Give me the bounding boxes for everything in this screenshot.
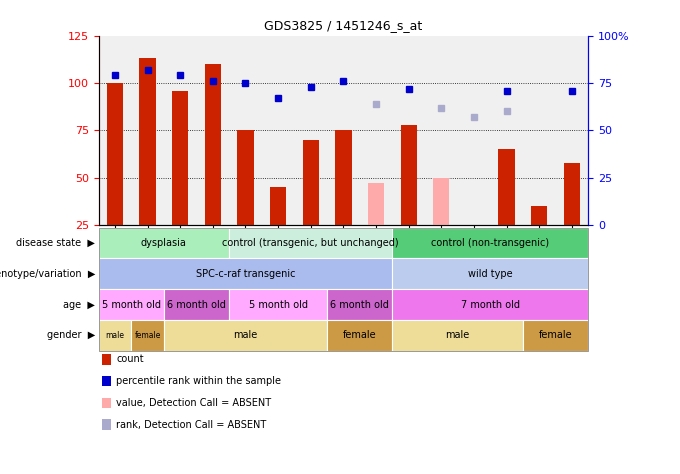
Text: 6 month old: 6 month old [330,300,389,310]
Text: wild type: wild type [468,269,513,279]
Text: control (non-transgenic): control (non-transgenic) [431,238,549,248]
Bar [466,225,482,231]
Text: percentile rank within the sample: percentile rank within the sample [116,376,282,386]
Text: 7 month old: 7 month old [461,300,520,310]
Bar [433,178,449,225]
Bar [368,183,384,225]
Text: dysplasia: dysplasia [141,238,187,248]
Text: male: male [233,330,258,340]
Bar [401,125,417,225]
Text: female: female [539,330,573,340]
Text: value, Detection Call = ABSENT: value, Detection Call = ABSENT [116,398,271,408]
Bar [335,130,352,225]
Bar [172,91,188,225]
Text: disease state  ▶: disease state ▶ [16,238,95,248]
Bar [531,206,547,225]
Bar [205,64,221,225]
Bar [139,58,156,225]
Text: age  ▶: age ▶ [63,300,95,310]
Text: rank, Detection Call = ABSENT: rank, Detection Call = ABSENT [116,419,267,430]
Text: gender  ▶: gender ▶ [47,330,95,340]
Bar [498,149,515,225]
Text: male: male [105,331,124,340]
Text: control (transgenic, but unchanged): control (transgenic, but unchanged) [222,238,399,248]
Text: 5 month old: 5 month old [249,300,307,310]
Bar [270,187,286,225]
Text: SPC-c-raf transgenic: SPC-c-raf transgenic [196,269,295,279]
Text: 6 month old: 6 month old [167,300,226,310]
Text: genotype/variation  ▶: genotype/variation ▶ [0,269,95,279]
Bar [107,83,123,225]
Text: female: female [343,330,377,340]
Title: GDS3825 / 1451246_s_at: GDS3825 / 1451246_s_at [265,18,422,32]
Text: female: female [135,331,160,340]
Bar [237,130,254,225]
Text: male: male [445,330,470,340]
Text: 5 month old: 5 month old [102,300,160,310]
Bar [564,163,580,225]
Text: count: count [116,354,144,365]
Bar [303,140,319,225]
